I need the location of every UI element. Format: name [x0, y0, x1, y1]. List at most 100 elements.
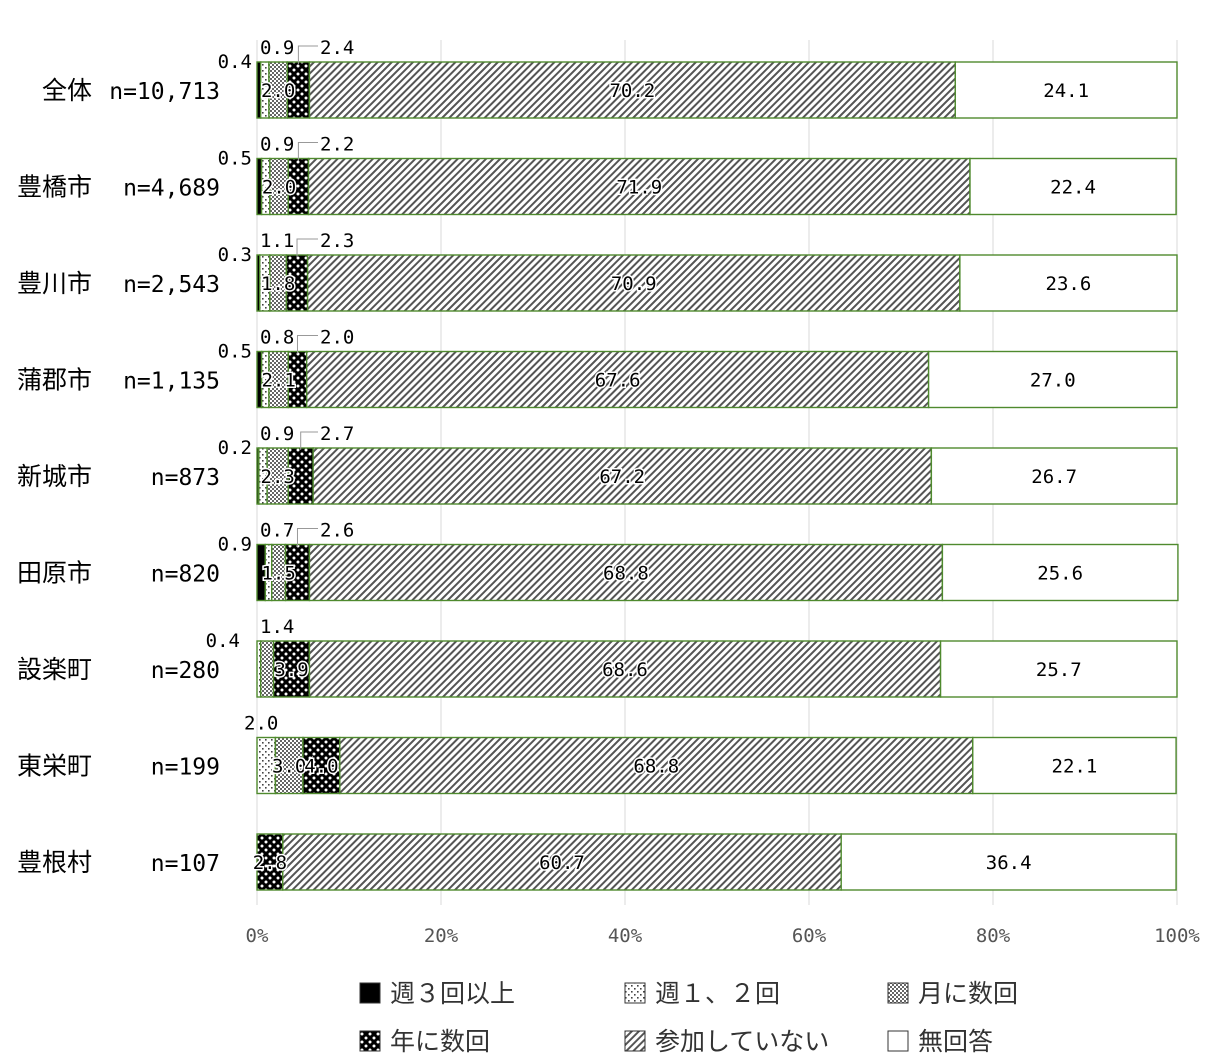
- legend-swatch: [624, 982, 646, 1004]
- data-label: 1.4: [260, 616, 294, 638]
- sample-size-label: n=4,689: [123, 176, 220, 202]
- data-label: 70.9: [611, 273, 657, 295]
- leader-line: [300, 431, 318, 450]
- data-label: 0.5: [218, 341, 252, 363]
- sample-size-label: n=107: [151, 851, 220, 877]
- data-label: 0.9: [260, 134, 294, 156]
- data-label: 0.2: [218, 437, 252, 459]
- data-label: 25.6: [1037, 563, 1083, 585]
- category-label: 東栄町: [17, 752, 92, 781]
- x-tick-label: 80%: [976, 925, 1011, 947]
- data-label: 2.3: [261, 466, 295, 488]
- x-axis: 0% 20% 40% 60% 80% 100%: [246, 925, 1201, 947]
- data-label: 3.0: [272, 756, 306, 778]
- data-label: 0.9: [218, 534, 252, 556]
- legend-swatch: [624, 1030, 646, 1052]
- data-label: 71.9: [616, 177, 662, 199]
- sample-size-label: n=280: [151, 658, 220, 684]
- category-label: 新城市: [17, 462, 92, 491]
- legend-label: 月に数回: [918, 979, 1018, 1008]
- data-label: 68.6: [602, 659, 648, 681]
- data-label: 2.4: [320, 37, 354, 59]
- bar-segment: [972, 736, 1177, 795]
- category-label: 豊川市: [17, 269, 92, 298]
- data-label: 22.4: [1050, 177, 1096, 199]
- x-tick-label: 60%: [792, 925, 827, 947]
- leader-line: [297, 45, 318, 64]
- data-label: 1.8: [261, 273, 295, 295]
- bar-segment: [339, 736, 974, 795]
- category-label: 豊橋市: [17, 173, 92, 202]
- data-label: 2.0: [244, 713, 278, 735]
- data-label: 4.0: [304, 756, 338, 778]
- bar-segment: [305, 350, 930, 409]
- bar-segment: [282, 833, 842, 891]
- legend-swatch: [359, 982, 381, 1004]
- x-tick-label: 20%: [424, 925, 459, 947]
- data-label: 0.3: [218, 244, 252, 266]
- category-label: 全体: [42, 76, 92, 105]
- data-label: 25.7: [1036, 659, 1082, 681]
- data-label: 1.5: [261, 563, 295, 585]
- data-label: 2.1: [261, 370, 295, 392]
- data-label: 68.8: [633, 756, 679, 778]
- legend-swatch: [887, 982, 909, 1004]
- sample-size-label: n=199: [151, 755, 220, 781]
- data-label: 36.4: [986, 852, 1032, 874]
- data-label: 26.7: [1031, 466, 1077, 488]
- data-label: 60.7: [539, 852, 585, 874]
- bar-segment: [256, 833, 284, 891]
- leader-line: [296, 335, 318, 354]
- bar-segment: [969, 157, 1177, 216]
- leader-line: [296, 528, 318, 547]
- data-label: 27.0: [1030, 370, 1076, 392]
- data-label: 0.7: [260, 520, 294, 542]
- legend-swatch: [887, 1030, 909, 1052]
- data-label: 2.0: [261, 80, 295, 102]
- bar-segment: [259, 640, 275, 698]
- data-label: 67.6: [595, 370, 641, 392]
- legend-swatch: [359, 1030, 381, 1052]
- data-label: 2.7: [320, 423, 354, 445]
- bar-segment: [941, 543, 1179, 602]
- legend-label: 無回答: [918, 1027, 993, 1056]
- bar-segment: [959, 254, 1178, 312]
- x-tick-label: 40%: [608, 925, 643, 947]
- data-label: 2.3: [320, 230, 354, 252]
- bar-segment: [306, 254, 961, 312]
- data-label: 2.0: [262, 177, 296, 199]
- sample-size-label: n=2,543: [123, 272, 220, 298]
- sample-size-label: n=10,713: [109, 79, 220, 105]
- data-label: 68.8: [603, 563, 649, 585]
- leader-line: [297, 142, 318, 161]
- bar-segment: [308, 61, 956, 119]
- legend-label: 年に数回: [390, 1027, 490, 1056]
- bar-segment: [274, 736, 304, 795]
- data-label: 0.9: [260, 423, 294, 445]
- category-label: 蒲郡市: [17, 366, 92, 395]
- bar-segment: [927, 350, 1178, 409]
- bar-segment: [930, 447, 1178, 505]
- bar-segment: [312, 447, 933, 505]
- bar-segment: [954, 61, 1178, 119]
- bar-segment: [308, 640, 942, 698]
- bar-segment: [840, 833, 1177, 891]
- data-label: 2.8: [253, 852, 287, 874]
- sample-size-label: n=1,135: [123, 369, 220, 395]
- data-label: 0.4: [206, 630, 240, 652]
- data-label: 2.2: [320, 134, 354, 156]
- bar-segment: [307, 157, 971, 216]
- data-label: 23.6: [1046, 273, 1092, 295]
- category-label: 田原市: [17, 559, 92, 588]
- data-labels: 全体 n=10,713 70.2 24.1 0.4 0.9 2.0 2.4 豊橋市 n=4,689…: [17, 37, 1097, 877]
- leader-line: [296, 238, 318, 257]
- data-label: 70.2: [609, 80, 655, 102]
- data-label: 0.5: [218, 148, 252, 170]
- bar-segment: [939, 640, 1178, 698]
- data-label: 67.2: [599, 466, 645, 488]
- bar-segment: [308, 543, 944, 602]
- category-label: 豊根村: [17, 848, 92, 877]
- data-label: 3.9: [274, 659, 308, 681]
